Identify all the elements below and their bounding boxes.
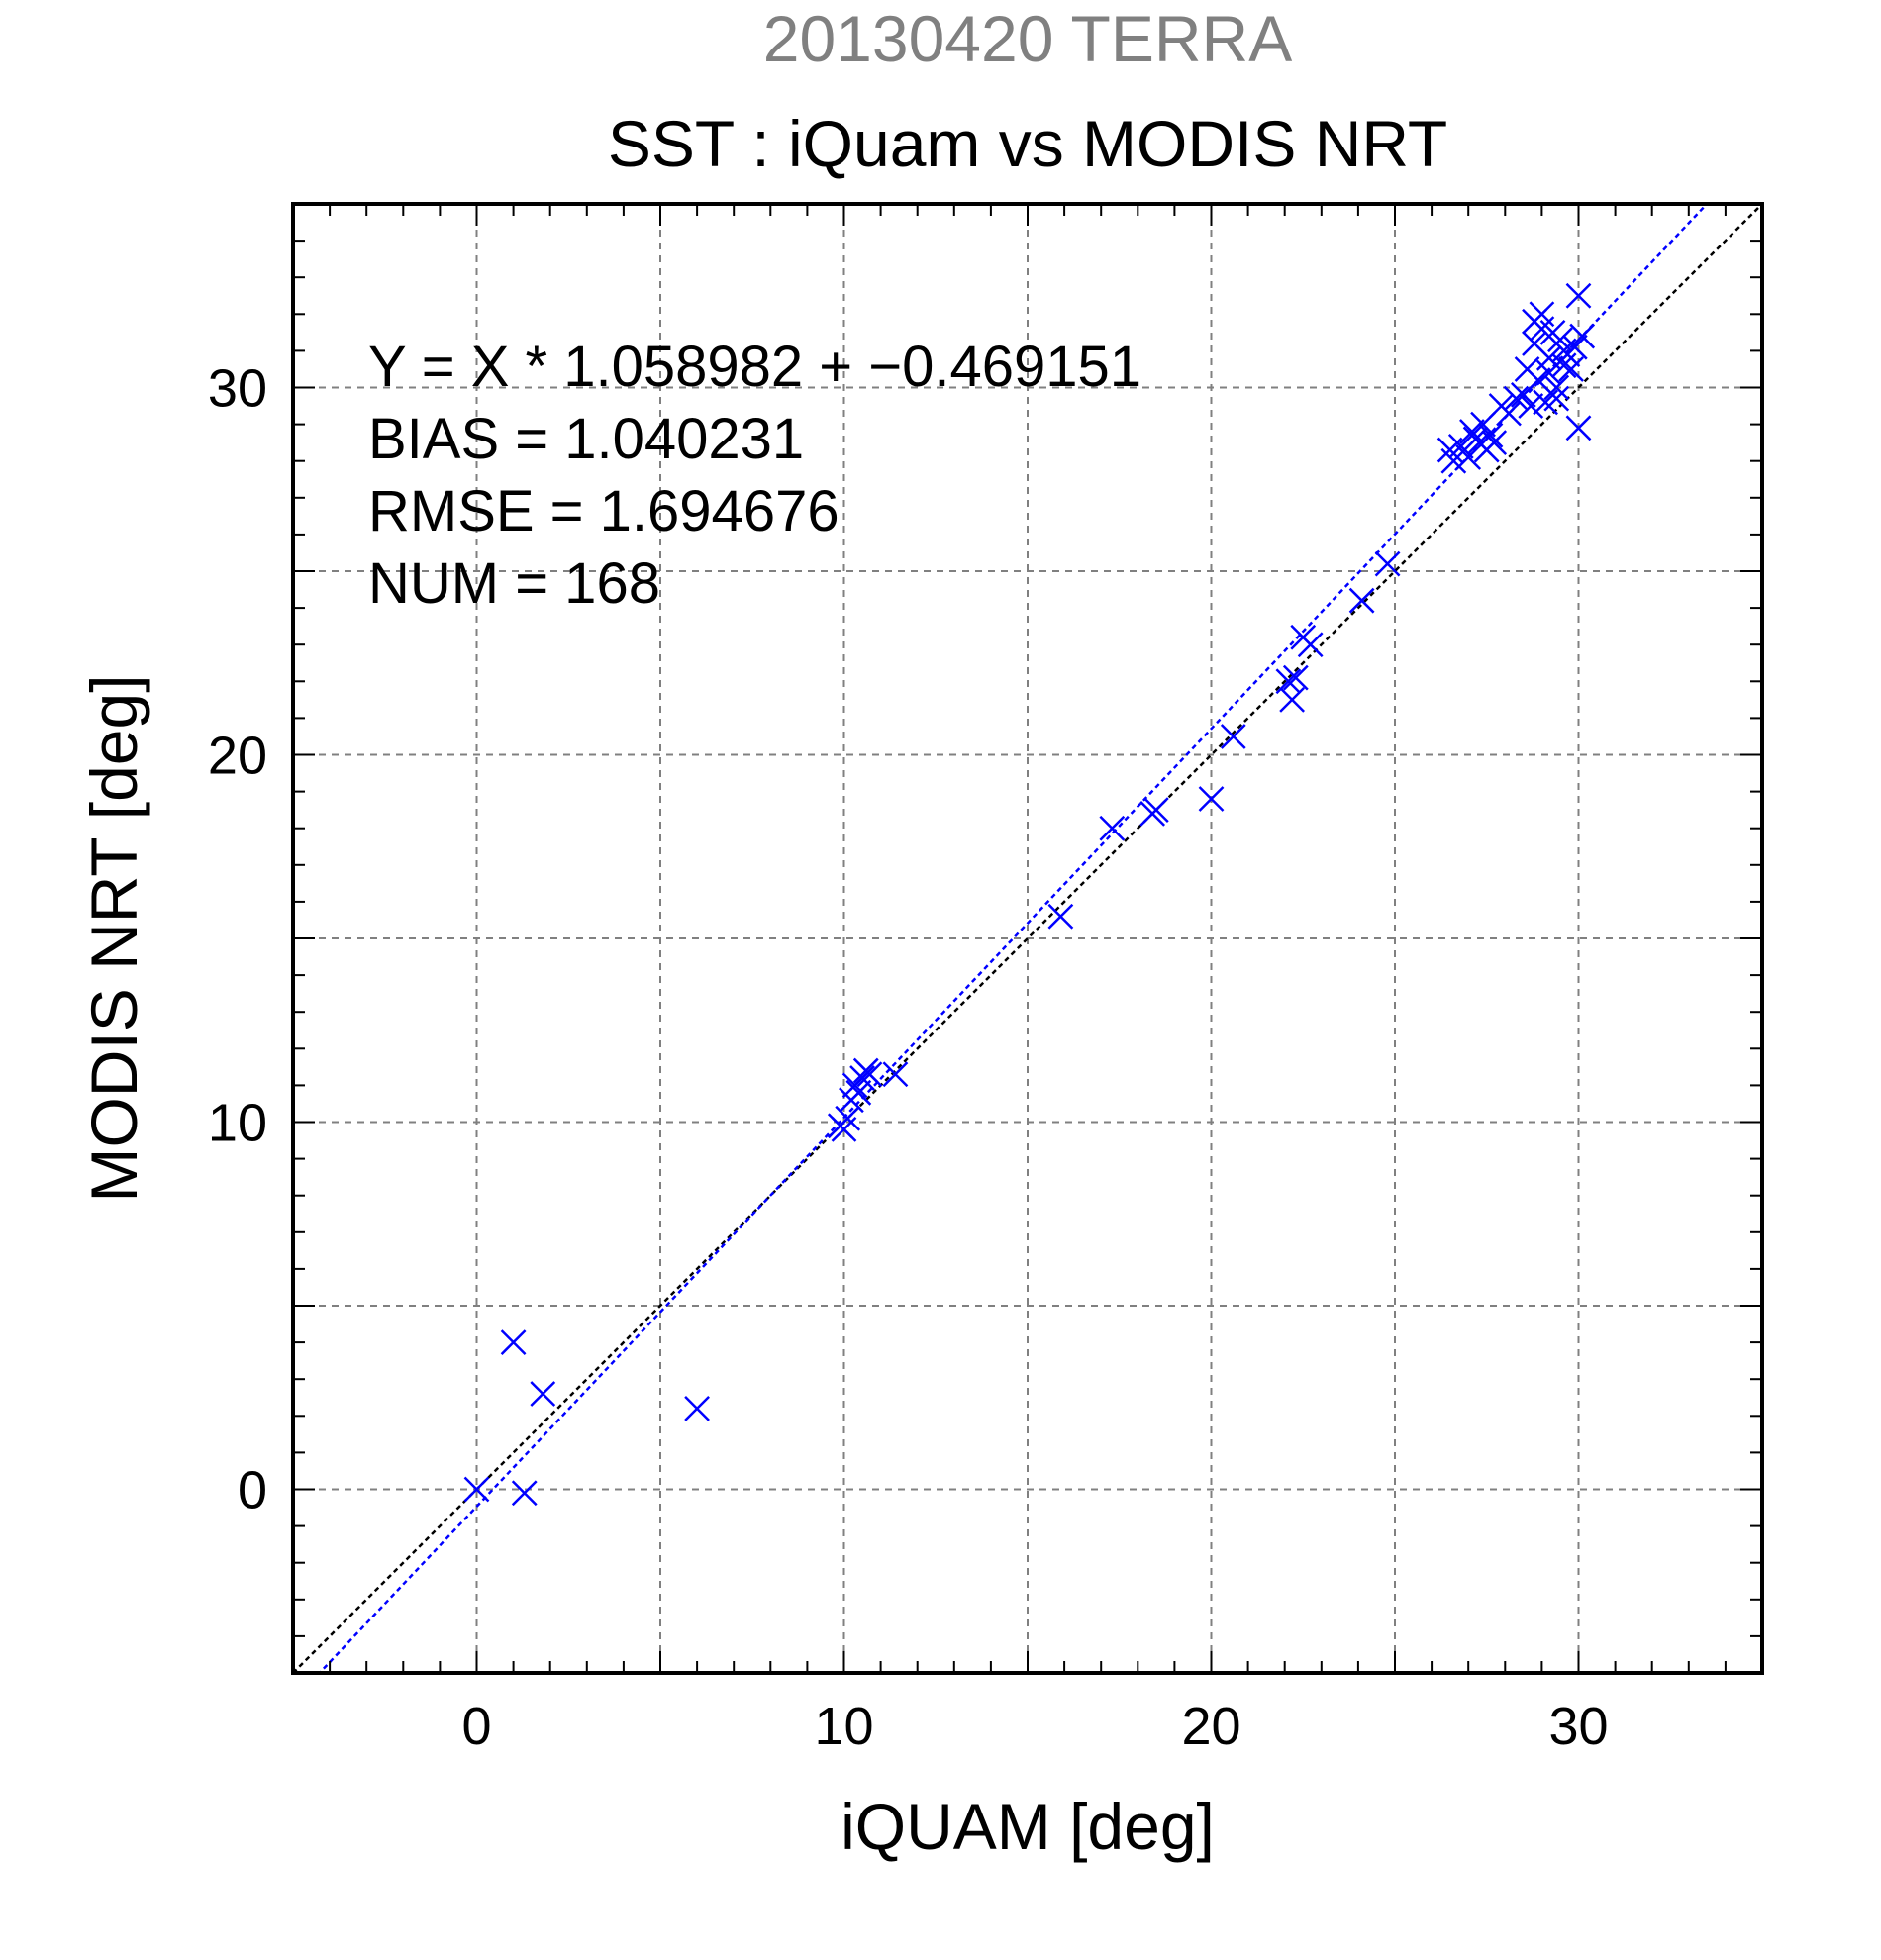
data-point [1529,316,1555,343]
annotation-rmse: RMSE = 1.694676 [368,479,840,543]
data-point [1440,447,1467,474]
data-point [1558,356,1584,382]
data-point [1565,415,1592,441]
data-point [1279,686,1306,713]
x-tick-label: 0 [461,1697,491,1756]
data-point [1220,724,1246,749]
y-tick-label: 20 [208,727,267,786]
plot-frame [291,202,1764,1675]
data-point [1455,444,1482,470]
identity-line [293,204,1762,1673]
data-point [463,1476,490,1503]
data-point [1297,632,1324,658]
data-point [1535,359,1562,386]
x-tick-label: 10 [814,1697,873,1756]
data-point [1565,282,1592,309]
data-point [1142,797,1169,824]
x-tick-label: 30 [1548,1697,1608,1756]
data-point [845,1079,872,1106]
data-point [500,1329,527,1355]
chart-title: SST : iQuam vs MODIS NRT [608,107,1447,180]
chart-suptitle: 20130420 TERRA [763,2,1292,75]
x-tick-label: 20 [1181,1697,1240,1756]
data-point [882,1061,909,1088]
x-axis-label: iQUAM [deg] [841,1790,1215,1863]
y-tick-label: 30 [208,359,267,419]
data-point [1477,422,1504,448]
data-point [511,1480,538,1507]
data-point [849,1065,875,1091]
data-point [1282,664,1309,691]
data-point [1550,338,1577,364]
annotation-bias: BIAS = 1.040231 [368,407,804,471]
stats-annotations: Y = X * 1.058982 + −0.469151 BIAS = 1.04… [368,335,1141,616]
data-point [1543,385,1570,412]
y-tick-label: 0 [238,1461,267,1520]
data-point [684,1395,710,1421]
data-point [856,1061,883,1088]
data-point [530,1381,556,1407]
data-point [1522,331,1547,356]
data-point [1348,587,1375,614]
data-point [1275,668,1302,695]
data-point [1047,903,1074,930]
data-point [1543,374,1570,401]
data-point [1481,430,1508,456]
data-point [1518,393,1544,419]
data-point [1099,815,1126,841]
data-point [1198,786,1225,812]
data-point [1503,385,1530,412]
annotation-regression: Y = X * 1.058982 + −0.469151 [368,335,1141,399]
y-axis-label: MODIS NRT [deg] [77,674,150,1202]
data-point [1374,550,1401,577]
annotation-num: NUM = 168 [368,551,660,616]
y-tick-label: 10 [208,1094,267,1153]
data-point [1496,400,1522,427]
data-point [1569,323,1596,349]
